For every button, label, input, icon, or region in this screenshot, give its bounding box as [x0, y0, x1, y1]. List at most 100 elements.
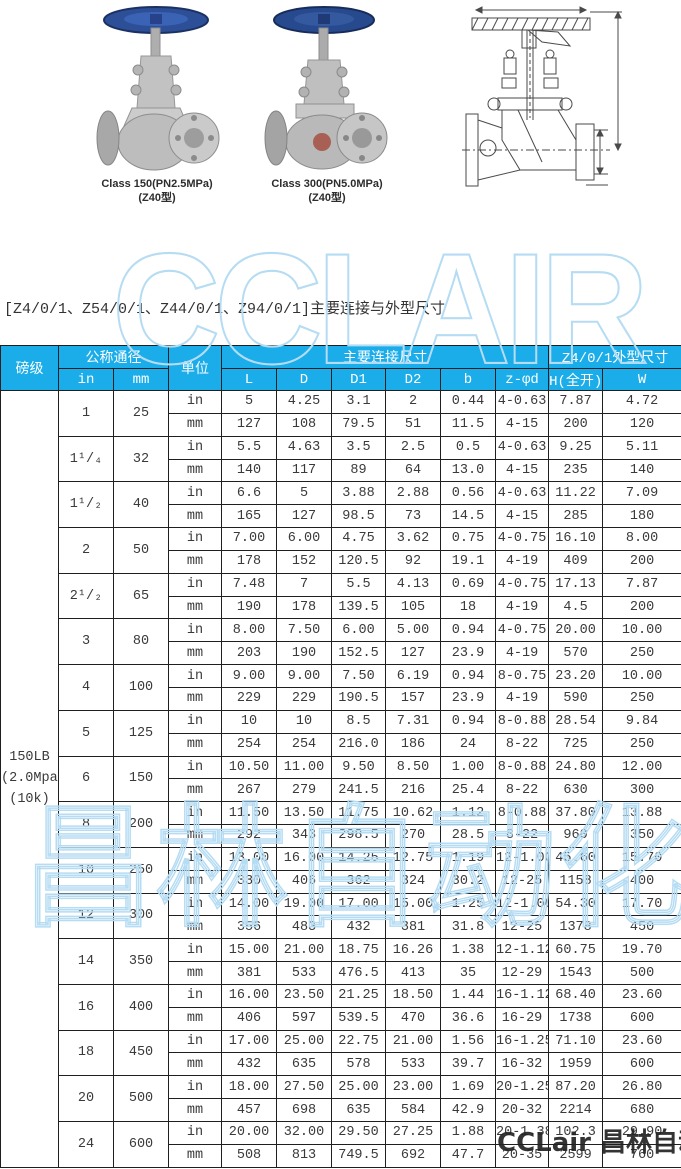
table-header: 磅级 公称通径 单位 主要连接尺寸 Z4/0/1外型尺寸 in mm L D D…	[0, 345, 681, 391]
unit-cell: in	[168, 618, 222, 643]
dimension-cell: 6.00	[276, 527, 332, 551]
unit-cell: in	[168, 481, 222, 506]
dimension-cell: 23.00	[385, 1075, 441, 1100]
dimension-cell: 597	[276, 1006, 332, 1031]
dimension-cell: 12-1.12	[494, 938, 550, 963]
dimension-cell: 20-32	[494, 1098, 550, 1122]
size-in-cell: 4	[58, 664, 114, 711]
dimension-cell: 13.50	[276, 801, 332, 826]
dimension-cell: 27.50	[276, 1075, 332, 1100]
dimension-cell: 190.5	[331, 686, 386, 711]
dimension-cell: 6.00	[331, 618, 386, 643]
size-mm-cell: 450	[113, 1029, 169, 1077]
table-row: mm 330 406 362 324 30.2 12-25 1158 400	[1, 869, 681, 894]
unit-cell: mm	[168, 961, 222, 985]
valve-photo-class300: Class 300(PN5.0MPa) (Z40型)	[262, 4, 392, 205]
dimension-cell: 5	[221, 390, 277, 414]
size-mm-cell: 150	[113, 755, 169, 803]
size-mm-cell: 400	[113, 983, 169, 1031]
dimension-cell: 3.88	[331, 481, 386, 506]
dimension-cell: 1.44	[440, 983, 496, 1008]
table-row: mm 381 533 476.5 413 35 12-29 1543 500	[1, 961, 681, 985]
dimension-cell: 362	[331, 869, 386, 894]
dimension-cell: 1378	[548, 915, 604, 940]
dimension-cell: 200	[548, 412, 604, 437]
dimension-cell: 117	[276, 458, 332, 483]
unit-cell: mm	[168, 1052, 222, 1077]
dimension-cell: 11.75	[331, 801, 386, 826]
dimension-cell: 600	[602, 1006, 681, 1031]
dimension-cell: 19.70	[602, 938, 681, 963]
dimension-cell: 54.30	[548, 892, 604, 917]
dimension-cell: 3.62	[385, 527, 441, 551]
dimension-cell: 324	[385, 869, 441, 894]
dimension-cell: 4-19	[494, 686, 550, 711]
dimension-cell: 14.25	[331, 846, 386, 871]
dimension-cell: 300	[602, 778, 681, 803]
dimension-cell: 1.56	[440, 1029, 496, 1054]
unit-cell: in	[168, 1029, 222, 1054]
dimension-cell: 12-1.00	[494, 846, 550, 871]
dimension-cell: 0.94	[440, 664, 496, 688]
dimension-cell: 28.5	[440, 824, 496, 848]
dimension-cell: 203	[221, 641, 277, 666]
dimension-cell: 9.84	[602, 709, 681, 734]
dimension-cell: 584	[385, 1098, 441, 1122]
dimension-cell: 1.19	[440, 846, 496, 871]
dimension-cell: 14.00	[221, 892, 277, 917]
unit-cell: in	[168, 1075, 222, 1100]
valve1-caption: Class 150(PN2.5MPa) (Z40型)	[92, 177, 222, 205]
dimension-cell: 680	[602, 1098, 681, 1122]
unit-cell: mm	[168, 686, 222, 711]
size-in-cell: 16	[58, 983, 114, 1031]
dimension-cell: 39.7	[440, 1052, 496, 1077]
unit-cell: in	[168, 801, 222, 826]
dimension-cell: 11.5	[440, 412, 496, 437]
dimension-cell: 254	[276, 732, 332, 757]
dimension-cell: 14.5	[440, 504, 496, 529]
size-in-cell: 1¹/₄	[58, 435, 114, 483]
size-mm-cell: 600	[113, 1121, 169, 1168]
size-mm-cell: 65	[113, 572, 169, 620]
dimension-cell: 10.00	[602, 664, 681, 688]
unit-cell: in	[168, 435, 222, 460]
dimension-cell: 11.50	[221, 801, 277, 826]
dimension-cell: 9.50	[331, 755, 386, 780]
dimension-cell: 127	[276, 504, 332, 529]
gate-valve-photo-icon	[264, 6, 388, 170]
dimension-cell: 18.50	[385, 983, 441, 1008]
table-body: 150LB(2.0Mpa)(10k)125in54.253.120.444-0.…	[0, 390, 681, 1168]
dimension-cell: 229	[276, 686, 332, 711]
dimension-cell: 4-0.75	[494, 618, 550, 643]
unit-cell: in	[168, 1121, 222, 1145]
dimension-cell: 140	[602, 458, 681, 483]
dimension-cell: 1.69	[440, 1075, 496, 1100]
dimension-cell: 17.00	[221, 1029, 277, 1054]
dimension-cell: 406	[276, 869, 332, 894]
dimension-cell: 120	[602, 412, 681, 437]
unit-cell: in	[168, 709, 222, 734]
table-row: 12 300 in 14.00 19.00 17.00 15.00 1.25 12-1.00 54…	[1, 892, 681, 940]
unit-cell: mm	[168, 641, 222, 666]
dimension-cell: 16.26	[385, 938, 441, 963]
dimension-cell: 1543	[548, 961, 604, 985]
dimension-cell: 6.19	[385, 664, 441, 688]
size-mm-cell: 200	[113, 801, 169, 848]
dimension-cell: 635	[331, 1098, 386, 1122]
dimension-cell: 16-1.12	[494, 983, 550, 1008]
dimension-cell: 37.80	[548, 801, 604, 826]
dimension-cell: 12-1.00	[494, 892, 550, 917]
dimension-cell: 8-22	[494, 778, 550, 803]
dimension-cell: 8-0.75	[494, 664, 550, 688]
dimension-cell: 16-1.25	[494, 1029, 550, 1054]
dimension-cell: 2214	[548, 1098, 604, 1122]
header-unit: 单位	[168, 345, 222, 391]
dimension-cell: 3.1	[331, 390, 386, 414]
unit-cell: mm	[168, 1098, 222, 1122]
dimension-cell: 23.60	[602, 983, 681, 1008]
unit-cell: mm	[168, 778, 222, 803]
dimension-cell: 0.44	[440, 390, 496, 414]
dimension-cell: 3.5	[331, 435, 386, 460]
table-row: mm 406 597 539.5 470 36.6 16-29 1738 600	[1, 1006, 681, 1031]
dimension-cell: 692	[385, 1143, 441, 1168]
